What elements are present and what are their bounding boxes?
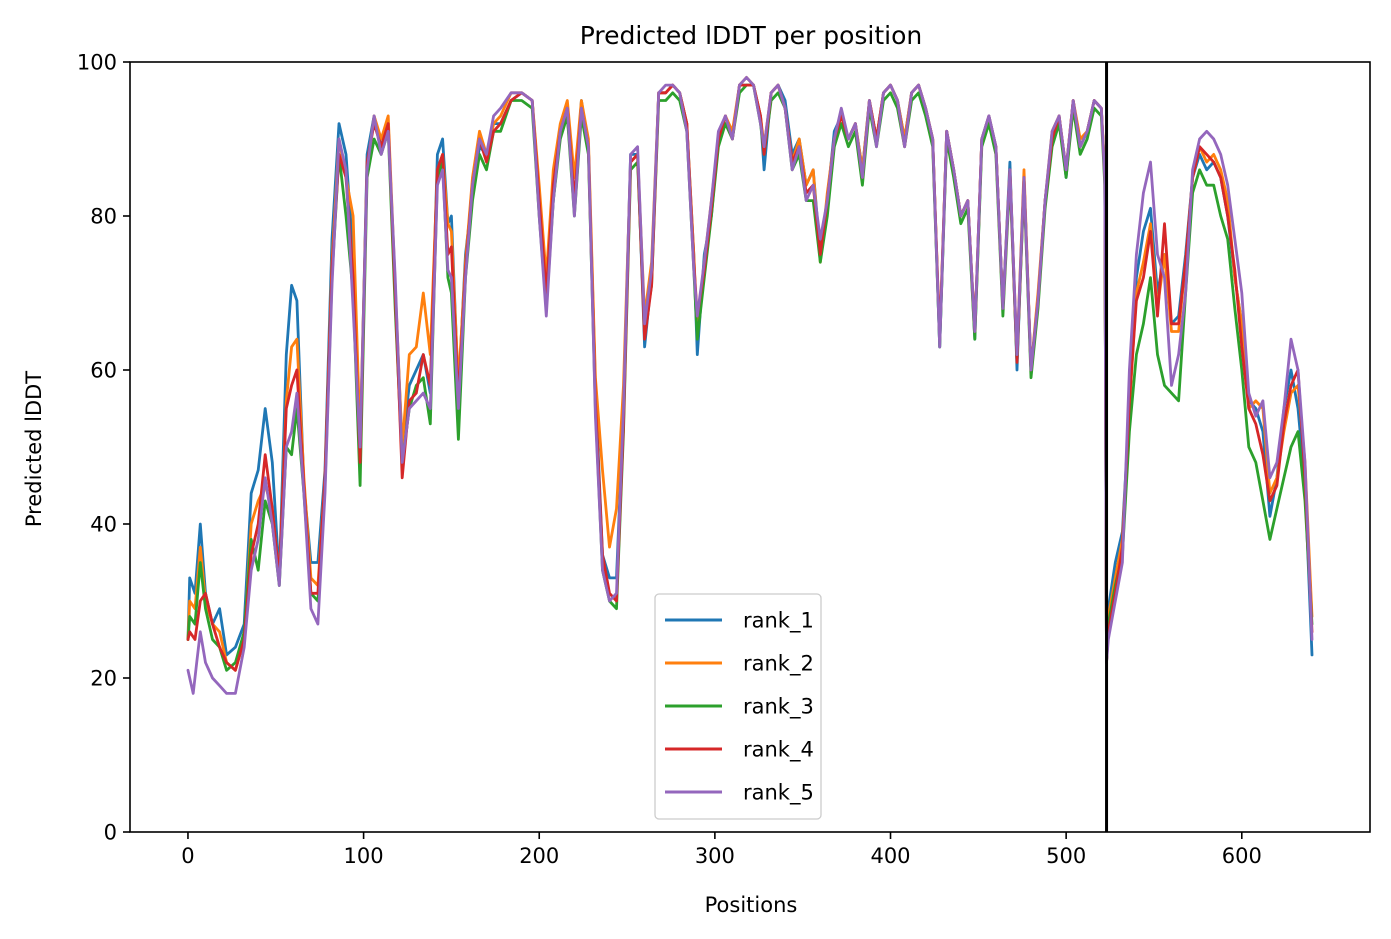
x-tick-label: 400 [870, 844, 910, 868]
x-tick-label: 100 [344, 844, 384, 868]
x-tick-label: 500 [1046, 844, 1086, 868]
x-tick-label: 200 [519, 844, 559, 868]
x-tick-label: 0 [181, 844, 194, 868]
y-tick-label: 0 [104, 821, 117, 845]
y-tick-label: 40 [90, 513, 117, 537]
chart-title: Predicted lDDT per position [580, 21, 922, 50]
legend-label-rank_2: rank_2 [743, 652, 814, 677]
legend-label-rank_5: rank_5 [743, 781, 814, 806]
axes: 0 100 200 300 400 500 600 0 20 40 60 80 100 [77, 51, 1371, 868]
plot-frame [129, 61, 1371, 833]
legend-label-rank_3: rank_3 [743, 695, 814, 720]
y-tick-label: 60 [90, 359, 117, 383]
y-tick-label: 20 [90, 667, 117, 691]
legend: rank_1 rank_2 rank_3 rank_4 rank_5 [654, 593, 822, 820]
series-line-rank_5 [186, 76, 1314, 695]
x-tick-label: 300 [695, 844, 735, 868]
x-axis-label: Positions [705, 893, 798, 917]
x-tick-label: 600 [1222, 844, 1262, 868]
legend-label-rank_1: rank_1 [743, 609, 814, 634]
y-axis-label: Predicted lDDT [22, 371, 46, 527]
plot-area [186, 76, 1314, 695]
legend-box [654, 593, 822, 820]
y-tick-label: 80 [90, 205, 117, 229]
legend-label-rank_4: rank_4 [743, 738, 814, 763]
y-tick-label: 100 [77, 51, 117, 75]
